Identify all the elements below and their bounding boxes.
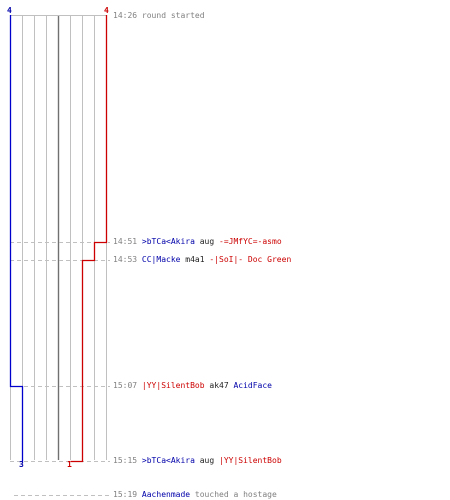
victim-name[interactable]: -=JMfYC=-asmo: [219, 237, 282, 246]
blue-end-count: 3: [19, 460, 24, 469]
weapon-name: aug: [199, 237, 215, 246]
event-time: 14:26: [113, 11, 138, 20]
event-kill: 14:51 >bTCa<Akira aug -=JMfYC=-asmo: [113, 237, 282, 247]
event-guides: [10, 242, 110, 496]
victim-name[interactable]: |YY|SilentBob: [219, 456, 282, 465]
killer-name[interactable]: CC|Macke: [141, 255, 181, 264]
event-time: 15:19: [113, 490, 138, 499]
event-kill: 15:15 >bTCa<Akira aug |YY|SilentBob: [113, 456, 282, 466]
weapon-name: ak47: [209, 381, 229, 390]
event-time: 15:07: [113, 381, 138, 390]
weapon-name: aug: [199, 456, 215, 465]
event-text: touched a hostage: [194, 490, 277, 499]
red-end-count: 1: [67, 460, 72, 469]
event-kill: 14:53 CC|Macke m4a1 -|SoI|- Doc Green: [113, 255, 291, 265]
red-team-line: [70, 15, 108, 463]
victim-name[interactable]: AcidFace: [233, 381, 272, 390]
killer-name[interactable]: >bTCa<Akira: [141, 237, 195, 246]
grid-lines: [10, 15, 107, 460]
blue-team-line: [9, 15, 24, 462]
event-time: 14:51: [113, 237, 138, 246]
killer-name[interactable]: |YY|SilentBob: [141, 381, 205, 390]
weapon-name: m4a1: [185, 255, 205, 264]
event-round-start: 14:26 round started: [113, 11, 205, 21]
event-text: round started: [141, 11, 205, 20]
victim-name[interactable]: -|SoI|- Doc Green: [209, 255, 292, 264]
event-time: 15:15: [113, 456, 138, 465]
killer-name[interactable]: >bTCa<Akira: [141, 456, 195, 465]
event-hostage: 15:19 Aachenmade touched a hostage: [113, 490, 277, 500]
event-time: 14:53: [113, 255, 138, 264]
event-kill: 15:07 |YY|SilentBob ak47 AcidFace: [113, 381, 272, 391]
player-name[interactable]: Aachenmade: [141, 490, 191, 499]
blue-start-count: 4: [7, 6, 12, 15]
red-start-count: 4: [104, 6, 109, 15]
